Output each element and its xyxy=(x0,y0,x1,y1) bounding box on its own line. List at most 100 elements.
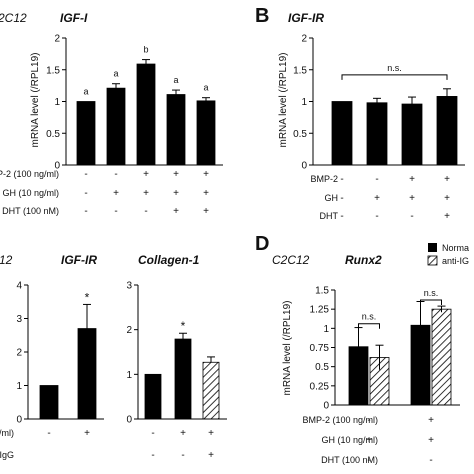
panel-a-condition-sign: - xyxy=(84,188,87,199)
panel-a-condition-label: GH (10 ng/ml) xyxy=(2,188,59,198)
panel-b-bar xyxy=(401,103,423,166)
panel-a-condition-sign: + xyxy=(113,188,119,199)
panel-a-condition-sign: - xyxy=(114,206,117,217)
panel-a-condition-sign: + xyxy=(143,169,149,180)
legend-swatch-anti-igf xyxy=(427,255,438,266)
panel-a-bar xyxy=(136,63,156,166)
panel-d-condition-label: DHT (100 nM) xyxy=(321,455,378,465)
panel-c2-condition-sign: + xyxy=(180,428,186,439)
panel-b-bar xyxy=(366,102,388,166)
panel-a-condition-sign: + xyxy=(203,188,209,199)
panel-d-y-axis-label: mRNA level (/RPL19) xyxy=(282,300,293,395)
panel-a-condition-sign: - xyxy=(114,169,117,180)
panel-a-condition-sign: + xyxy=(143,188,149,199)
panel-c2-bar xyxy=(174,338,192,420)
panel-b-condition-sign: - xyxy=(410,211,413,222)
panel-a-bar xyxy=(196,100,216,166)
panel-b-condition-sign: + xyxy=(444,174,450,185)
panel-c-cell-line: 12 xyxy=(0,253,13,267)
panel-c-left-title: IGF-IR xyxy=(61,253,97,267)
panel-a-bar xyxy=(166,94,186,166)
panel-d-condition-sign: - xyxy=(367,415,370,426)
panel-c1-y-tick-label: 3 xyxy=(16,314,22,325)
panel-a-condition-sign: - xyxy=(84,206,87,217)
panel-d-condition-label: GH (10 ng/ml) xyxy=(321,435,378,445)
panel-a-significance-letter: a xyxy=(203,83,208,93)
panel-d-condition-sign: + xyxy=(428,435,434,446)
panel-b-condition-label: DHT xyxy=(320,211,339,221)
panel-a-bar xyxy=(106,87,126,166)
panel-d-y-tick-label: 1 xyxy=(323,324,329,335)
panel-b-bar xyxy=(436,96,458,166)
panel-c2-condition-sign: - xyxy=(181,450,184,461)
panel-d-condition-label: BMP-2 (100 ng/ml) xyxy=(302,415,378,425)
legend-label-normal: Norma xyxy=(442,243,469,253)
panel-a-condition-sign: - xyxy=(144,206,147,217)
panel-b-condition-sign: + xyxy=(409,174,415,185)
panel-d-condition-sign: - xyxy=(429,455,432,466)
panel-a-condition-sign: + xyxy=(203,169,209,180)
panel-c1-y-tick-label: 1 xyxy=(16,381,22,392)
panel-d-condition-sign: + xyxy=(428,415,434,426)
panel-d-condition-sign: + xyxy=(366,435,372,446)
panel-b-letter: B xyxy=(255,5,269,27)
panel-a-significance-letter: a xyxy=(113,69,118,79)
panel-d-y-tick-label: 0.5 xyxy=(315,362,329,373)
panel-c1-bar xyxy=(77,328,97,420)
panel-b-title: IGF-IR xyxy=(288,11,324,25)
panel-d-y-tick-label: 0.25 xyxy=(310,381,330,392)
panel-b-condition-sign: + xyxy=(409,193,415,204)
panel-a-significance-letter: b xyxy=(143,45,148,55)
panel-b-condition-label: BMP-2 xyxy=(310,174,338,184)
panel-c1-condition-label: ng/ml) xyxy=(0,428,14,438)
panel-a-cell-line: 2C12 xyxy=(0,11,27,25)
panel-b-y-tick-label: 2 xyxy=(301,34,307,45)
panel-b-condition-sign: + xyxy=(374,193,380,204)
panel-c2-y-tick-label: 0 xyxy=(126,415,132,426)
panel-b-ns-bracket xyxy=(341,74,448,80)
panel-c2-y-tick-label: 3 xyxy=(126,281,132,292)
panel-d-y-tick-label: 1.25 xyxy=(310,305,330,316)
panel-d-condition-sign: - xyxy=(367,455,370,466)
panel-a-title: IGF-I xyxy=(60,11,88,25)
panel-c1-y-tick-label: 2 xyxy=(16,348,22,359)
panel-d-letter: D xyxy=(255,233,269,255)
panel-a-condition-sign: + xyxy=(173,169,179,180)
panel-a-y-axis-label: mRNA level (/RPL19) xyxy=(30,52,41,147)
panel-b-condition-sign: - xyxy=(340,211,343,222)
panel-c2-condition-sign: + xyxy=(208,428,214,439)
panel-c2-condition-sign: - xyxy=(151,428,154,439)
panel-c-right-title: Collagen-1 xyxy=(138,253,200,267)
panel-a-y-tick-label: 0.5 xyxy=(46,129,60,140)
panel-a-condition-label: DHT (100 nM) xyxy=(2,206,59,216)
legend-label-anti-igf: anti-IG xyxy=(442,256,469,266)
legend-swatch-normal xyxy=(428,243,437,252)
panel-c2-y-tick-label: 2 xyxy=(126,325,132,336)
panel-b-condition-sign: - xyxy=(340,174,343,185)
panel-b-condition-sign: - xyxy=(375,174,378,185)
panel-a-condition-sign: + xyxy=(173,188,179,199)
panel-b-condition-sign: + xyxy=(444,211,450,222)
panel-a-y-tick-label: 2 xyxy=(54,34,60,45)
panel-c1-y-tick-label: 0 xyxy=(16,415,22,426)
panel-c1-condition-sign: + xyxy=(84,428,90,439)
panel-d-bar-anti-igf xyxy=(431,308,452,406)
panel-b-y-tick-label: 0.5 xyxy=(293,129,307,140)
panel-a-condition-sign: + xyxy=(173,206,179,217)
panel-c1-condition-sign: - xyxy=(47,428,50,439)
panel-c2-significance-star: * xyxy=(181,319,186,333)
panel-b-ns-label: n.s. xyxy=(387,63,402,73)
panel-d-title: Runx2 xyxy=(345,253,382,267)
panel-b-y-axis-label: mRNA level (/RPL19) xyxy=(278,52,289,147)
panel-b-y-tick-label: 1.5 xyxy=(293,65,307,76)
panel-d-ns-bracket xyxy=(358,323,380,329)
panel-b-y-tick-label: 0 xyxy=(301,161,307,172)
panel-b-condition-sign: - xyxy=(375,211,378,222)
panel-d-cell-line: C2C12 xyxy=(272,253,310,267)
panel-c1-bar xyxy=(39,385,59,420)
panel-a-y-tick-label: 1.5 xyxy=(46,65,60,76)
panel-a-significance-letter: a xyxy=(173,75,178,85)
panel-d-ns-label: n.s. xyxy=(362,312,377,322)
